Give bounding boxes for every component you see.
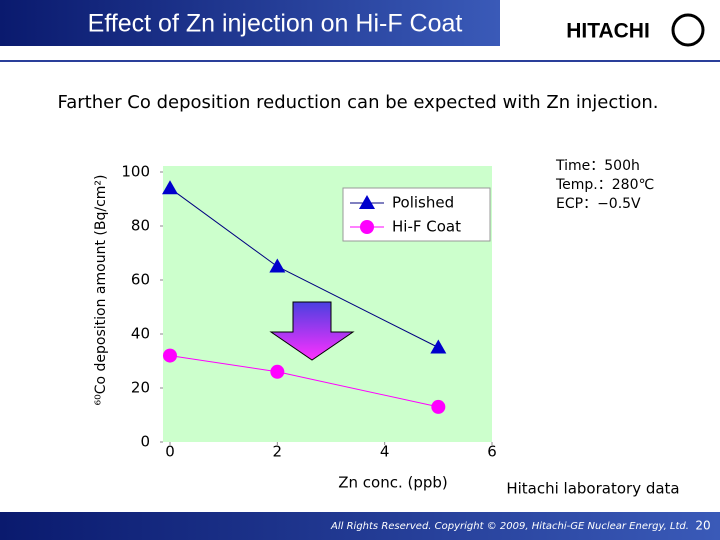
copyright: All Rights Reserved. Copyright © 2009, H… [330, 521, 689, 532]
legend-label: Hi-F Coat [392, 218, 461, 236]
reduction-arrow [269, 301, 355, 361]
legend-marker [360, 220, 374, 234]
page-number: 20 [695, 519, 710, 533]
annotation: Temp.：280℃ [555, 177, 654, 193]
logo: HITACHI [566, 20, 650, 43]
annotation: ECP：−0.5V [556, 196, 641, 212]
y-tick-label: 80 [131, 217, 150, 235]
y-tick-label: 0 [140, 433, 150, 451]
legend-label: Polished [392, 194, 454, 212]
legend-marker [359, 195, 375, 209]
footer-bar [0, 512, 720, 540]
data-point [269, 258, 286, 273]
x-tick-label: 2 [273, 443, 283, 461]
data-point [270, 364, 285, 379]
note: Hitachi laboratory data [506, 480, 679, 498]
ge-logo [671, 13, 705, 47]
x-tick-label: 6 [487, 443, 497, 461]
header-bar [0, 0, 500, 46]
header-rule [0, 60, 720, 62]
annotation: Time：500h [555, 158, 640, 174]
data-point [162, 180, 178, 195]
y-tick-label: 40 [131, 325, 150, 343]
data-point [431, 399, 446, 414]
slide-title: Effect of Zn injection on Hi-F Coat [88, 10, 463, 38]
x-tick-label: 4 [380, 443, 390, 461]
y-axis-label: ⁶⁰Co deposition amount (Bq/cm²) [93, 175, 109, 406]
x-axis-label: Zn conc. (ppb) [338, 474, 448, 492]
subtitle: Farther Co deposition reduction can be e… [58, 92, 659, 113]
data-point [163, 348, 177, 363]
x-tick-label: 0 [165, 443, 175, 461]
y-tick-label: 100 [121, 163, 150, 181]
y-tick-label: 60 [131, 271, 150, 289]
y-tick-label: 20 [131, 379, 150, 397]
data-point [430, 339, 447, 354]
